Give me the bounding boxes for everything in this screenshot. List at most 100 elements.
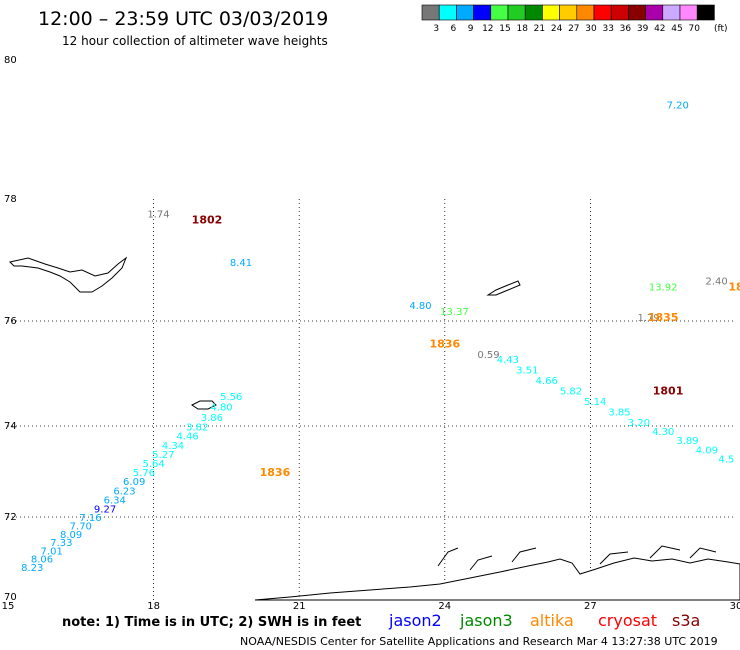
legend-label: 45 bbox=[671, 24, 682, 34]
legend-label: 6 bbox=[451, 24, 457, 34]
legend-swatch bbox=[628, 4, 646, 21]
footnote: note: 1) Time is in UTC; 2) SWH is in fe… bbox=[62, 615, 361, 630]
swh-value-label: 1.79 bbox=[638, 313, 660, 324]
legend-swatch bbox=[490, 4, 509, 21]
x-tick-label: 18 bbox=[147, 601, 160, 612]
y-tick-label: 74 bbox=[4, 421, 17, 432]
swh-value-label: 8.06 bbox=[31, 555, 53, 566]
swh-value-label: 7.33 bbox=[50, 538, 72, 549]
legend-swatch bbox=[696, 4, 715, 21]
coastline-island-small bbox=[191, 400, 217, 410]
chart-title: 12:00 – 23:59 UTC 03/03/2019 bbox=[38, 8, 328, 30]
legend-label: 24 bbox=[551, 24, 563, 34]
swh-value-label: 7.20 bbox=[667, 101, 689, 112]
legend-swatch bbox=[610, 4, 629, 21]
coastline bbox=[9, 256, 740, 601]
legend-label: 15 bbox=[499, 24, 510, 34]
swh-value-label: 5.82 bbox=[560, 387, 582, 398]
swh-value-label: 4.09 bbox=[696, 445, 718, 456]
chart-subtitle: 12 hour collection of altimeter wave hei… bbox=[62, 34, 328, 48]
mission-label: jason3 bbox=[459, 611, 513, 630]
swh-value-label: 1.74 bbox=[147, 209, 169, 220]
swh-value-label: 3.85 bbox=[608, 408, 630, 419]
swh-value-label: 6.23 bbox=[113, 486, 135, 497]
pass-time-label: 18 bbox=[728, 281, 740, 294]
legend-swatch bbox=[456, 4, 474, 21]
y-tick-label: 70 bbox=[4, 592, 17, 603]
mission-label: jason2 bbox=[388, 611, 442, 630]
legend-swatch bbox=[645, 4, 664, 21]
x-axis-ticks: 15 18 21 24 27 30 bbox=[2, 601, 740, 612]
legend-swatch bbox=[542, 4, 560, 21]
x-tick-label: 15 bbox=[2, 601, 15, 612]
mission-label: altika bbox=[530, 611, 574, 630]
swh-value-label: 4.66 bbox=[536, 376, 558, 387]
color-legend: 3 6 9 12 15 18 21 24 27 30 33 36 39 42 45 70 (ft) bbox=[421, 4, 728, 34]
coastline-mainland bbox=[254, 557, 740, 601]
legend-swatch bbox=[662, 4, 681, 21]
swh-value-label: 7.70 bbox=[70, 521, 92, 532]
legend-swatch bbox=[576, 4, 595, 21]
swh-value-label: 6.09 bbox=[123, 477, 145, 488]
swh-value-label: 5.27 bbox=[152, 450, 174, 461]
legend-label: 70 bbox=[688, 24, 700, 34]
swh-value-label: 4.80 bbox=[409, 301, 431, 312]
pass-time-labels: 1802 1836 1835 18 1801 1836 bbox=[192, 213, 740, 479]
pass-time-label: 1801 bbox=[653, 385, 684, 398]
swh-value-label: 13.92 bbox=[649, 283, 678, 294]
legend-label: 27 bbox=[568, 24, 579, 34]
x-tick-label: 27 bbox=[584, 601, 597, 612]
pass-time-label: 1836 bbox=[429, 337, 460, 350]
legend-label: 36 bbox=[620, 24, 632, 34]
swh-value-label: 5.56 bbox=[220, 392, 242, 403]
legend-label: 33 bbox=[602, 24, 613, 34]
y-axis-ticks: 70 72 74 76 78 80 bbox=[4, 55, 17, 603]
swh-value-label: 3.89 bbox=[676, 436, 698, 447]
legend-unit: (ft) bbox=[714, 24, 728, 34]
swh-value-label: 13.37 bbox=[440, 307, 469, 318]
legend-label: 18 bbox=[516, 24, 528, 34]
coastline-island-east bbox=[486, 280, 521, 296]
legend-label: 3 bbox=[433, 24, 439, 34]
legend-swatch bbox=[421, 4, 440, 21]
swh-value-label: 4.43 bbox=[497, 355, 519, 366]
x-tick-label: 30 bbox=[730, 601, 740, 612]
wave-height-labels: 1.748.414.8013.3713.922.401.790.594.433.… bbox=[21, 101, 734, 574]
swh-value-label: 5.76 bbox=[133, 468, 155, 479]
swh-value-label: 4.5 bbox=[718, 454, 734, 465]
legend-swatch bbox=[438, 4, 457, 21]
swh-value-label: 4.80 bbox=[210, 402, 232, 413]
swh-value-label: 3.82 bbox=[186, 423, 208, 434]
coastline-island-north-west bbox=[9, 256, 128, 293]
legend-swatch bbox=[507, 4, 526, 21]
legend-label: 12 bbox=[482, 24, 493, 34]
swh-value-label: 4.30 bbox=[652, 427, 674, 438]
swh-value-label: 5.64 bbox=[142, 459, 164, 470]
legend-swatch bbox=[679, 4, 698, 21]
y-tick-label: 80 bbox=[4, 55, 17, 66]
legend-label: 30 bbox=[585, 24, 597, 34]
legend-swatch bbox=[593, 4, 612, 21]
legend-label: 42 bbox=[654, 24, 665, 34]
swh-value-label: 6.34 bbox=[104, 495, 126, 506]
mission-label: cryosat bbox=[598, 611, 657, 630]
legend-label: 21 bbox=[534, 24, 545, 34]
swh-value-label: 3.20 bbox=[628, 418, 650, 429]
swh-value-label: 5.14 bbox=[584, 397, 606, 408]
swh-value-label: 4.46 bbox=[176, 432, 198, 443]
legend-swatch bbox=[559, 4, 578, 21]
pass-time-label: 1836 bbox=[260, 466, 291, 479]
swh-value-label: 8.41 bbox=[230, 258, 252, 269]
y-tick-label: 76 bbox=[4, 316, 17, 327]
credit-line: NOAA/NESDIS Center for Satellite Applica… bbox=[240, 635, 718, 648]
x-tick-label: 24 bbox=[438, 601, 451, 612]
pass-time-label: 1802 bbox=[192, 213, 223, 226]
y-tick-label: 78 bbox=[4, 194, 17, 205]
mission-label: s3a bbox=[672, 611, 700, 630]
legend-swatch bbox=[524, 4, 543, 21]
swh-value-label: 7.01 bbox=[41, 546, 63, 557]
mission-legend: jason2 jason3 altika cryosat s3a bbox=[388, 611, 700, 630]
swh-value-label: 4.34 bbox=[162, 441, 184, 452]
